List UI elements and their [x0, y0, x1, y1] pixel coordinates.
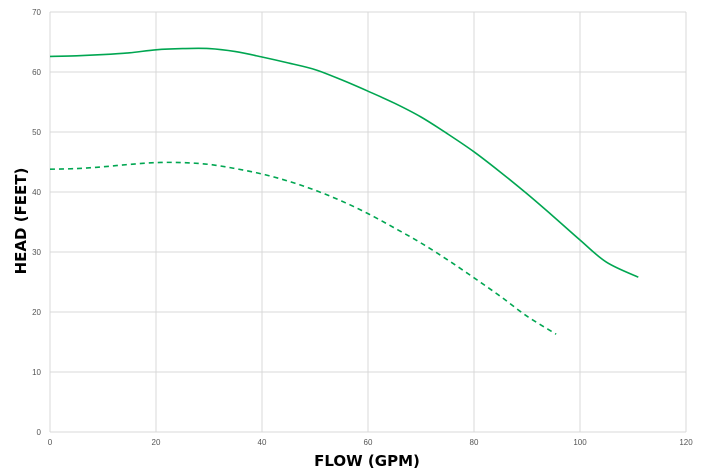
y-tick-label: 70 — [32, 8, 41, 17]
y-tick-label: 30 — [32, 248, 41, 257]
y-axis-title: HEAD (FEET) — [12, 168, 30, 275]
series-line-dashed — [49, 161, 557, 335]
x-tick-label: 60 — [364, 438, 373, 447]
x-tick-label: 120 — [679, 438, 693, 447]
y-tick-label: 20 — [32, 308, 41, 317]
x-tick-label: 20 — [152, 438, 161, 447]
y-tick-label: 0 — [37, 428, 42, 437]
x-tick-label: 80 — [470, 438, 479, 447]
x-tick-label: 100 — [573, 438, 587, 447]
y-tick-label: 60 — [32, 68, 41, 77]
x-tick-label: 40 — [258, 438, 267, 447]
x-axis-title: FLOW (GPM) — [314, 452, 420, 470]
x-tick-label: 0 — [48, 438, 53, 447]
y-tick-label: 50 — [32, 128, 41, 137]
y-tick-label: 40 — [32, 188, 41, 197]
series-lines — [49, 47, 639, 335]
y-tick-label: 10 — [32, 368, 41, 377]
tick-labels: 0 10 20 30 40 50 60 70 0 20 40 60 80 100 120 — [32, 8, 693, 447]
series-line-solid — [49, 47, 639, 278]
gridlines — [49, 11, 687, 433]
